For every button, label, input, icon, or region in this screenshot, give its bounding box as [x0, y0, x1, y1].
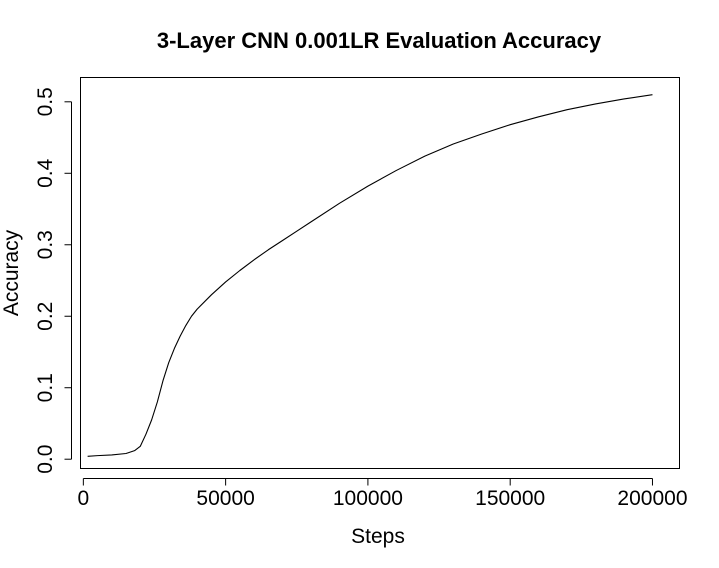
- x-axis: 0 50000 100000 150000 200000: [78, 478, 688, 510]
- y-tick-label: 0.5: [34, 87, 57, 116]
- y-tick-label: 0.0: [34, 445, 57, 474]
- chart-title: 3-Layer CNN 0.001LR Evaluation Accuracy: [157, 28, 602, 53]
- x-tick-label: 100000: [333, 487, 403, 510]
- y-axis: 0.0 0.1 0.2 0.3 0.4 0.5: [34, 87, 72, 474]
- x-tick-label: 50000: [196, 487, 254, 510]
- y-tick-label: 0.1: [34, 373, 57, 402]
- x-tick-label: 150000: [475, 487, 545, 510]
- x-tick-label: 0: [78, 487, 90, 510]
- y-tick-label: 0.2: [34, 302, 57, 331]
- series-line: [87, 94, 653, 457]
- y-tick-label: 0.4: [34, 158, 57, 188]
- y-axis-label: Accuracy: [0, 229, 23, 316]
- plot-area: [80, 77, 680, 469]
- x-tick-label: 200000: [617, 487, 687, 510]
- y-tick-label: 0.3: [34, 230, 57, 259]
- x-axis-label: Steps: [351, 525, 405, 548]
